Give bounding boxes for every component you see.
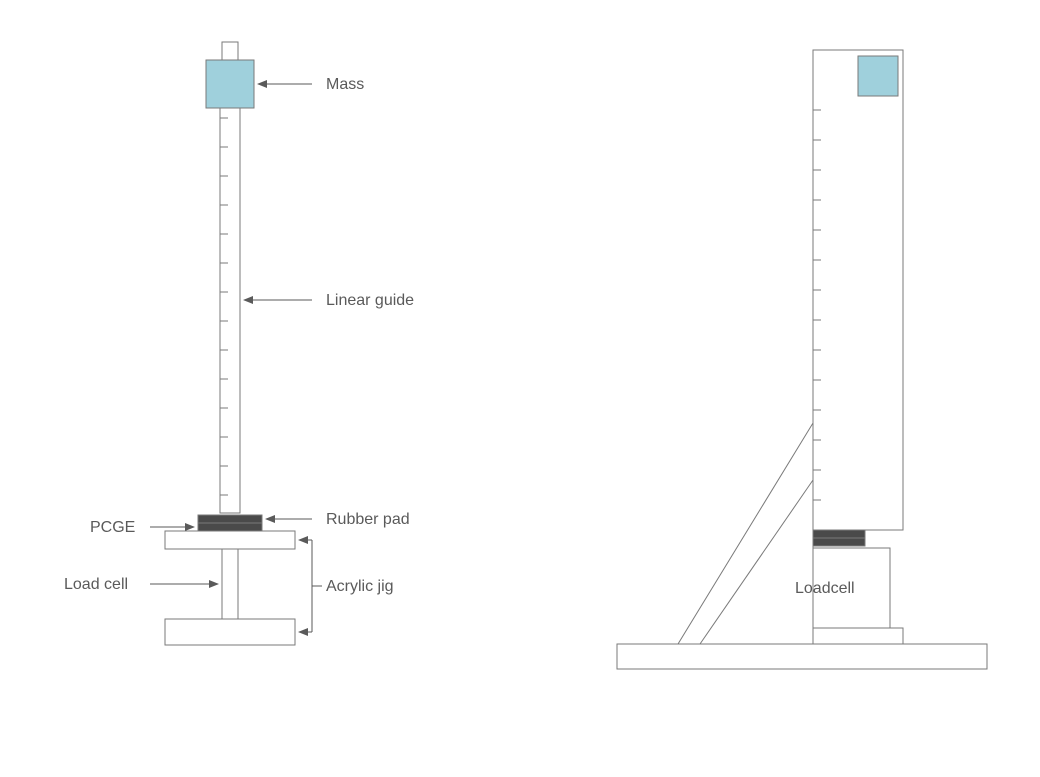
left-jig-top <box>165 531 295 549</box>
label-linear-guide: Linear guide <box>326 292 414 310</box>
right-support-triangle <box>678 423 813 644</box>
diagram-container: Mass Linear guide Rubber pad PCGE Load c… <box>0 0 1040 777</box>
left-rubber-pad <box>198 515 262 523</box>
left-pcge-plate <box>198 523 262 531</box>
left-jig-column <box>222 549 238 619</box>
left-jig-base <box>165 619 295 645</box>
label-pcge: PCGE <box>90 519 135 537</box>
left-top-tab <box>222 42 238 60</box>
right-floor <box>617 644 987 669</box>
label-load-cell: Load cell <box>64 576 128 594</box>
left-guide-rod <box>220 108 240 513</box>
left-mass-block <box>206 60 254 108</box>
label-rubber-pad: Rubber pad <box>326 511 410 529</box>
label-loadcell-right: Loadcell <box>795 580 855 598</box>
label-mass: Mass <box>326 76 364 94</box>
label-acrylic-jig: Acrylic jig <box>326 578 394 596</box>
diagram-svg <box>0 0 1040 777</box>
right-mass-block <box>858 56 898 96</box>
right-tower <box>813 50 903 530</box>
